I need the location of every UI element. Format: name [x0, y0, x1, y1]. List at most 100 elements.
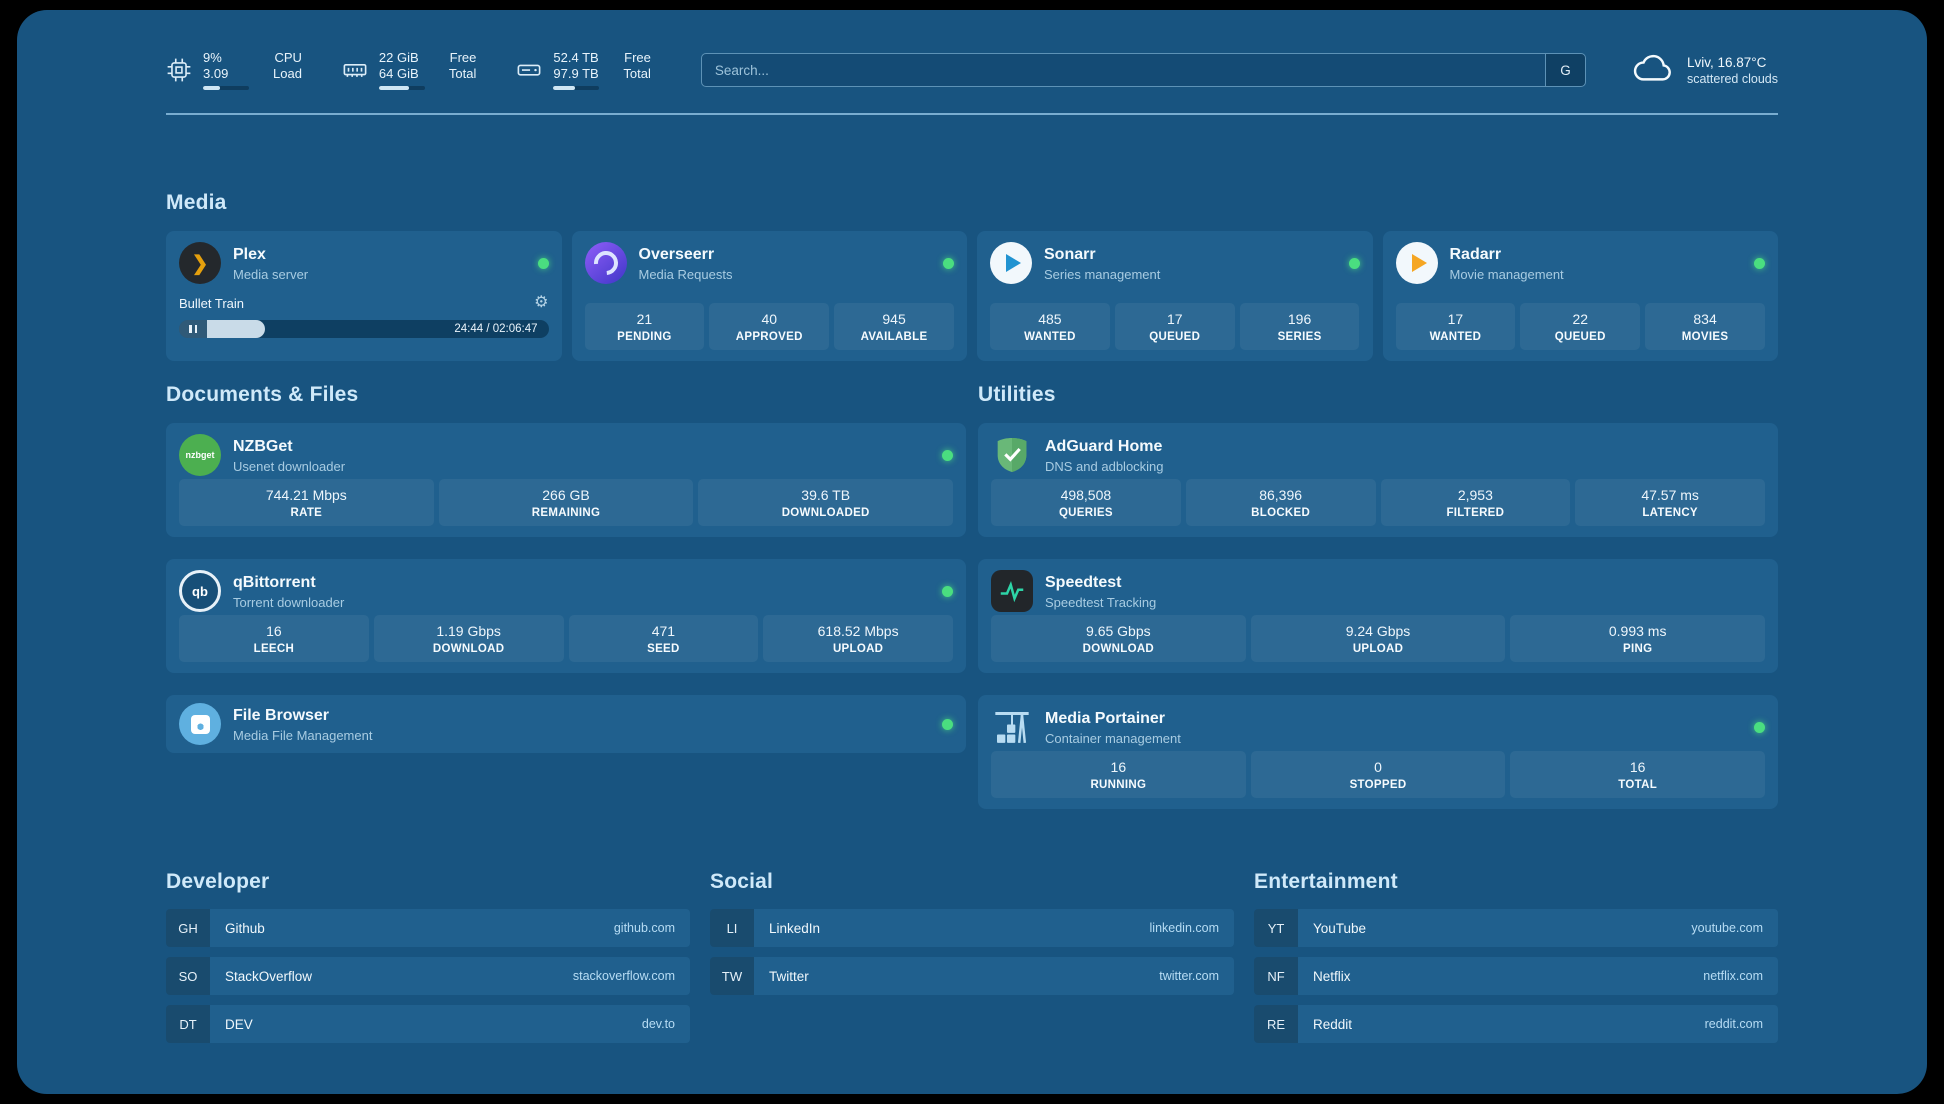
app-subtitle: Media File Management [233, 727, 373, 743]
status-dot [942, 718, 953, 730]
system-stats: 9% 3.09 CPU Load [166, 50, 651, 90]
github-icon: GH [166, 909, 210, 947]
stat-stopped: 0 STOPPED [1250, 751, 1506, 798]
app-name: AdGuard Home [1045, 437, 1163, 455]
portainer-icon [991, 706, 1033, 748]
reddit-icon: RE [1254, 1005, 1298, 1043]
app-subtitle: Usenet downloader [233, 458, 346, 474]
cpu-widget: 9% 3.09 CPU Load [166, 50, 302, 90]
playback-progress-bar[interactable]: 24:44 / 02:06:47 [179, 320, 549, 338]
stat-approved: 40 APPROVED [709, 303, 830, 350]
app-subtitle: Torrent downloader [233, 594, 345, 610]
overseerr-icon [584, 242, 627, 284]
bookmark-dev[interactable]: DT DEV dev.to [166, 1005, 690, 1043]
gear-icon[interactable]: ⚙ [534, 294, 549, 311]
bookmark-name: Reddit [1313, 1016, 1353, 1032]
nzbget-icon: nzbget [179, 434, 221, 476]
app-name: Radarr [1449, 245, 1502, 263]
stat-latency: 47.57 ms LATENCY [1575, 479, 1765, 526]
bookmark-name: YouTube [1313, 920, 1367, 936]
bookmark-url: netflix.com [1703, 969, 1763, 983]
bookmark-url: linkedin.com [1149, 921, 1219, 935]
section-title-developer: Developer [166, 870, 270, 893]
stat-wanted: 17 WANTED [1395, 303, 1516, 350]
stat-upload: 9.24 Gbps UPLOAD [1250, 615, 1506, 662]
app-subtitle: Movie management [1449, 266, 1564, 282]
search-engine-button[interactable]: G [1544, 54, 1585, 86]
qbittorrent-icon: qb [179, 570, 221, 612]
bookmark-name: LinkedIn [769, 920, 821, 936]
plex-card[interactable]: ❯ Plex Media server Bullet Train ⚙ [166, 231, 562, 361]
documents-section: Documents & Files nzbget NZBGet Usenet d… [166, 382, 966, 809]
bookmark-linkedin[interactable]: LI LinkedIn linkedin.com [710, 909, 1234, 947]
disk-label-top: Free [624, 50, 651, 65]
cpu-label-top: CPU [274, 50, 302, 65]
linkedin-icon: LI [710, 909, 754, 947]
stat-leech: 16 LEECH [179, 615, 369, 662]
twitter-icon: TW [710, 957, 754, 995]
search-input[interactable] [701, 54, 1545, 86]
bookmark-stackoverflow[interactable]: SO StackOverflow stackoverflow.com [166, 957, 690, 995]
status-dot [1754, 721, 1765, 733]
stat-downloaded: 39.6 TB DOWNLOADED [698, 479, 954, 526]
bookmark-url: youtube.com [1691, 921, 1763, 935]
app-subtitle: DNS and adblocking [1045, 458, 1164, 474]
radarr-card[interactable]: Radarr Movie management 17 WANTED 22 QUE… [1382, 231, 1778, 361]
bookmark-twitter[interactable]: TW Twitter twitter.com [710, 957, 1234, 995]
filebrowser-card[interactable]: File Browser Media File Management [166, 695, 966, 753]
disk-icon [516, 57, 542, 83]
weather-location: Lviv, 16.87°C [1686, 54, 1767, 70]
netflix-icon: NF [1254, 957, 1298, 995]
topbar-divider [166, 113, 1778, 115]
section-title-entertainment: Entertainment [1254, 870, 1398, 893]
app-name: Sonarr [1044, 245, 1096, 263]
cpu-load-average: 3.09 [203, 66, 229, 81]
stat-filtered: 2,953 FILTERED [1380, 479, 1571, 526]
app-name: Overseerr [638, 245, 715, 263]
disk-label-bottom: Total [623, 66, 651, 81]
cpu-progress-bar [203, 86, 249, 90]
bookmark-reddit[interactable]: RE Reddit reddit.com [1254, 1005, 1778, 1043]
bookmark-url: dev.to [641, 1017, 675, 1031]
stat-pending: 21 PENDING [584, 303, 705, 350]
cpu-icon [166, 57, 192, 83]
app-name: File Browser [233, 706, 330, 724]
portainer-card[interactable]: Media Portainer Container management 16 … [978, 695, 1778, 809]
topbar: 9% 3.09 CPU Load [166, 44, 1778, 96]
bookmark-github[interactable]: GH Github github.com [166, 909, 690, 947]
nzbget-card[interactable]: nzbget NZBGet Usenet downloader 744.21 M… [166, 423, 966, 537]
app-name: Speedtest [1045, 573, 1122, 591]
bookmark-netflix[interactable]: NF Netflix netflix.com [1254, 957, 1778, 995]
section-title-utilities: Utilities [978, 383, 1056, 406]
ram-label-top: Free [449, 50, 477, 65]
stat-movies: 834 MOVIES [1645, 303, 1765, 350]
now-playing-title: Bullet Train [179, 295, 245, 311]
speedtest-card[interactable]: Speedtest Speedtest Tracking 9.65 Gbps D… [978, 559, 1778, 673]
disk-widget: 52.4 TB 97.9 TB Free Total [516, 50, 651, 90]
entertainment-section: Entertainment YT YouTube youtube.com NF … [1254, 869, 1778, 1043]
ram-free-value: 22 GiB [378, 50, 419, 65]
adguard-card[interactable]: AdGuard Home DNS and adblocking 498,508 … [978, 423, 1778, 537]
ram-progress-bar [378, 86, 425, 90]
overseerr-card[interactable]: Overseerr Media Requests 21 PENDING 40 A… [571, 231, 967, 361]
bookmark-url: twitter.com [1159, 969, 1219, 983]
pause-button[interactable] [179, 320, 207, 338]
stat-series: 196 SERIES [1239, 303, 1360, 350]
disk-progress-bar [553, 86, 600, 90]
cloud-icon [1632, 52, 1674, 89]
adguard-icon [991, 434, 1033, 476]
app-name: Plex [233, 245, 266, 263]
playback-track [207, 320, 549, 338]
bookmark-youtube[interactable]: YT YouTube youtube.com [1254, 909, 1778, 947]
qbittorrent-card[interactable]: qb qBittorrent Torrent downloader 16 LEE… [166, 559, 966, 673]
playback-time: 24:44 / 02:06:47 [454, 323, 538, 335]
bookmark-name: Github [225, 920, 265, 936]
sonarr-card[interactable]: Sonarr Series management 485 WANTED 17 Q… [977, 231, 1373, 361]
app-subtitle: Series management [1044, 266, 1161, 282]
radarr-icon [1395, 242, 1438, 284]
stat-download: 1.19 Gbps DOWNLOAD [373, 615, 564, 662]
stat-available: 945 AVAILABLE [834, 303, 954, 350]
stat-upload: 618.52 Mbps UPLOAD [763, 615, 953, 662]
section-title-media: Media [166, 191, 227, 214]
bookmark-name: Netflix [1313, 968, 1351, 984]
